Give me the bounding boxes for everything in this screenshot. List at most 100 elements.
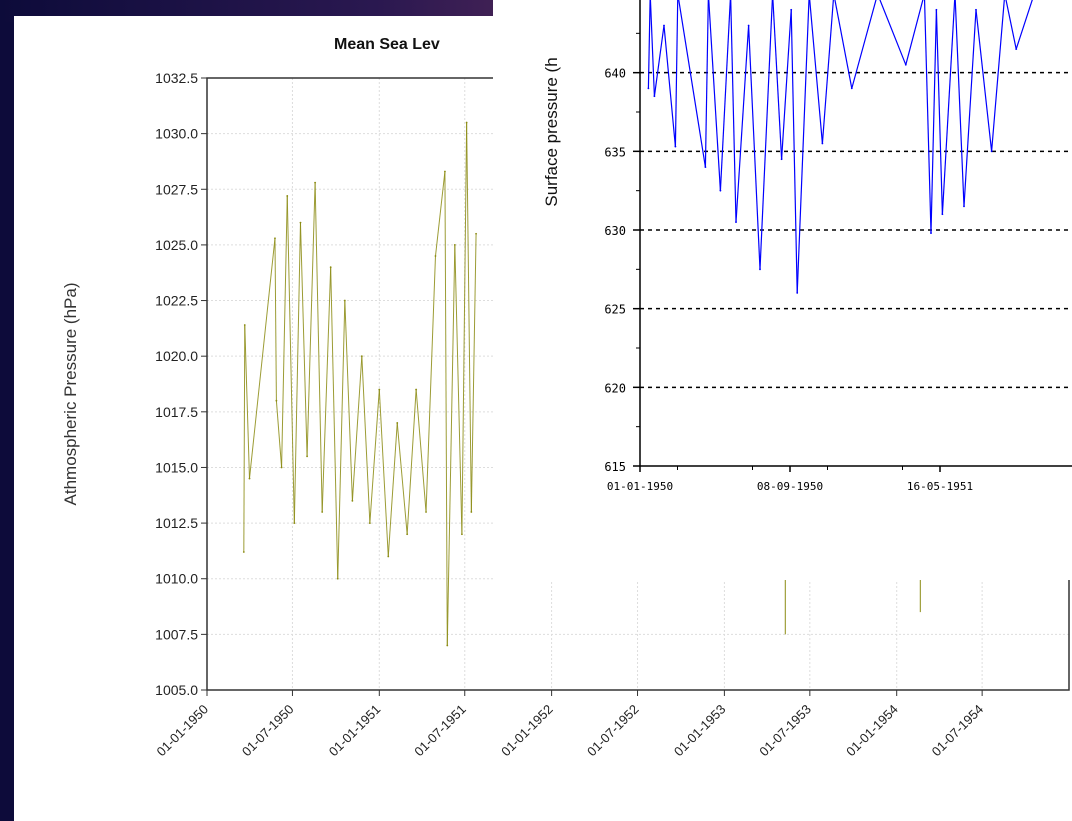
series-segment xyxy=(935,9,943,215)
series-segment xyxy=(387,422,398,557)
y-tick-label: 1007.5 xyxy=(155,626,198,642)
series-segment xyxy=(759,0,773,270)
chart-title: Mean Sea Lev xyxy=(334,36,440,53)
data-point xyxy=(444,170,446,173)
series-segment xyxy=(243,325,246,553)
series-segment xyxy=(796,0,810,293)
x-tick-label: 16-05-1951 xyxy=(907,480,973,493)
series-segment xyxy=(923,0,932,234)
series-segment xyxy=(781,9,792,160)
series-segment xyxy=(425,256,436,512)
series-segment xyxy=(663,25,676,147)
data-point xyxy=(790,8,793,11)
data-point xyxy=(475,232,477,235)
data-point xyxy=(280,466,283,469)
series-segment xyxy=(321,267,332,512)
y-tick-label: 625 xyxy=(604,303,626,317)
data-point xyxy=(470,511,473,513)
data-point xyxy=(653,95,656,98)
data-point xyxy=(314,181,317,184)
series-segment xyxy=(678,0,706,168)
series-segment xyxy=(649,0,655,97)
y-tick-label: 1005.0 xyxy=(155,682,198,698)
surface-pressure-panel: 615 620 625 630 635 640 01-01-1950 08-09-1950 16… xyxy=(493,0,1072,580)
data-point xyxy=(904,63,907,66)
series-segment xyxy=(905,0,924,65)
data-point xyxy=(286,195,289,197)
data-point xyxy=(963,205,965,208)
data-point xyxy=(434,255,437,257)
y-tick-label: 630 xyxy=(604,224,626,238)
data-point xyxy=(396,422,399,424)
series-segment xyxy=(470,233,477,512)
series-segment xyxy=(337,300,346,579)
y-tick-label: 1025.0 xyxy=(155,237,198,253)
data-point xyxy=(453,244,456,246)
series-segment xyxy=(647,0,651,89)
series-segment xyxy=(1015,0,1033,50)
x-tick-label: 01-01-1954 xyxy=(843,702,901,760)
series-segment xyxy=(281,195,288,468)
series-segment xyxy=(286,195,295,524)
surface-pressure-chart: 615 620 625 630 635 640 01-01-1950 08-09-1950 16… xyxy=(542,0,1072,493)
series-segment xyxy=(963,9,977,207)
data-point xyxy=(368,522,371,524)
y-tick-label: 1017.5 xyxy=(155,404,198,420)
data-point xyxy=(735,221,737,224)
data-point xyxy=(248,477,251,480)
x-tick-label: 01-07-1950 xyxy=(239,702,297,760)
x-tick-label: 01-01-1953 xyxy=(671,702,729,760)
series-segment xyxy=(851,0,877,89)
data-point xyxy=(406,533,409,536)
series-segment xyxy=(879,0,907,66)
series-segment xyxy=(244,325,250,479)
x-tick-label: 08-09-1950 xyxy=(757,480,823,493)
data-point xyxy=(446,644,449,647)
x-tick-label: 01-01-1951 xyxy=(326,702,384,760)
series-segment xyxy=(378,389,389,557)
y-tick-label: 1010.0 xyxy=(155,571,198,587)
data-point xyxy=(243,324,246,326)
series-segment xyxy=(809,0,823,144)
series-segment xyxy=(975,9,993,152)
x-tick-label: 01-01-1952 xyxy=(498,702,556,760)
series-segment xyxy=(396,422,408,535)
series-segment xyxy=(790,9,798,293)
series-segment xyxy=(991,0,1005,152)
x-tick-label: 01-01-1950 xyxy=(607,480,673,493)
y-tick-label: 1012.5 xyxy=(155,515,198,531)
data-point xyxy=(275,399,278,402)
y-tick-label: 1015.0 xyxy=(155,459,198,475)
data-point xyxy=(850,87,853,90)
series-segment xyxy=(653,25,665,97)
series-segment xyxy=(330,267,339,579)
data-point xyxy=(306,455,308,458)
data-point xyxy=(674,145,677,148)
series-segment xyxy=(274,238,277,401)
series-segment xyxy=(314,182,323,512)
data-point xyxy=(387,555,390,558)
data-point xyxy=(796,292,799,294)
data-point xyxy=(425,511,427,513)
x-tick-label: 01-07-1953 xyxy=(756,702,814,760)
series-segment xyxy=(293,222,301,524)
data-point xyxy=(759,268,761,271)
data-point xyxy=(747,24,750,27)
data-point xyxy=(941,213,944,216)
series-segment xyxy=(941,0,956,215)
x-tick-label: 01-07-1952 xyxy=(584,702,642,760)
y-tick-label: 1032.5 xyxy=(155,70,198,86)
data-point xyxy=(780,158,783,161)
y-axis-label: Surface pressure (h xyxy=(542,57,561,206)
data-point xyxy=(299,221,302,224)
data-point xyxy=(242,551,245,553)
series-segment xyxy=(406,389,417,535)
series-segment xyxy=(454,244,463,535)
series-segment xyxy=(1005,0,1017,50)
y-axis-label: Athmospheric Pressure (hPa) xyxy=(61,283,80,506)
series-segment xyxy=(772,0,783,160)
y-tick-label: 1027.5 xyxy=(155,181,198,197)
series-segment xyxy=(361,356,371,524)
y-tick-label: 635 xyxy=(604,145,626,159)
